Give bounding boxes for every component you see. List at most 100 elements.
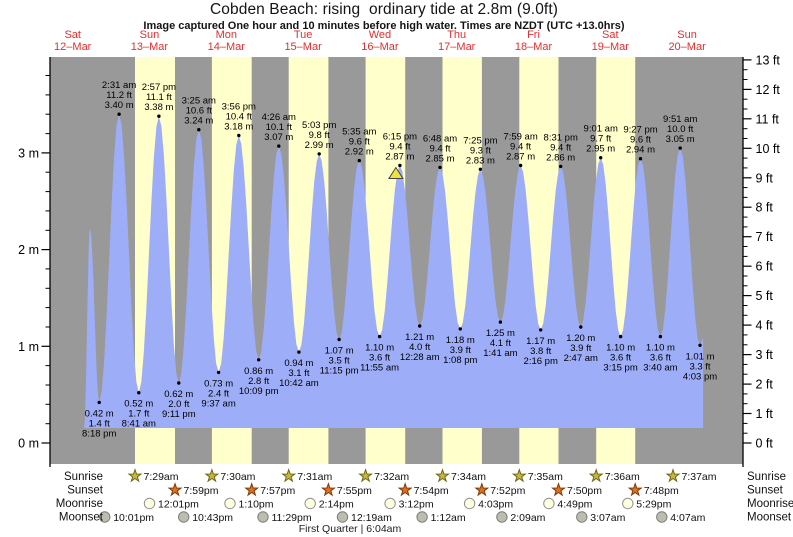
high-tide-label: 10.1 ft <box>266 122 293 133</box>
low-tide-label: 1.01 m <box>685 351 714 362</box>
high-tide-label: 3.07 m <box>264 132 293 143</box>
low-tide-label: 3:40 am <box>643 363 677 374</box>
axis-tick-label: 11 ft <box>756 112 780 126</box>
sunrise-icon <box>358 468 373 483</box>
moonrise-icon <box>463 497 476 510</box>
sunset-time: 7:48pm <box>644 485 679 497</box>
sunrise-time: 7:31am <box>297 471 332 483</box>
low-tide-label: 1.21 m <box>405 332 434 343</box>
current-tide-marker <box>387 166 404 179</box>
moonrise-icon <box>143 497 156 510</box>
tide-curve-area <box>84 114 704 429</box>
day-label: Thu <box>447 29 466 41</box>
day-date-label: 15–Mar <box>284 41 322 53</box>
astro-rows-layer: 7:29am 7:30am 7:31am 7:32am 7:34am 7:35am 7:36… <box>99 468 717 524</box>
sunset-icon <box>474 482 490 497</box>
axis-tick-label: 4 ft <box>756 319 774 333</box>
high-tide-label: 8:31 pm <box>544 132 578 143</box>
moonrise-row-label-right: Moonrise <box>747 498 793 510</box>
moonset-icon <box>257 511 269 523</box>
sunrise-time: 7:37am <box>682 471 717 483</box>
low-tide-label: 8:18 pm <box>82 428 116 439</box>
moonset-icon <box>336 511 349 523</box>
low-tide-label: 3.9 ft <box>450 345 471 356</box>
low-tide-dot <box>257 358 261 362</box>
high-tide-dot <box>317 152 321 156</box>
high-tide-label: 10.6 ft <box>186 106 213 117</box>
moonset-time: 10:01pm <box>113 512 154 524</box>
high-tide-label: 11.2 ft <box>106 90 132 101</box>
low-tide-label: 8:41 am <box>122 419 156 430</box>
sunrise-row-label-left: Sunrise <box>64 471 103 483</box>
low-tide-label: 3.8 ft <box>530 346 551 357</box>
moonset-time: 2:09am <box>510 512 545 524</box>
low-tide-label: 11:15 pm <box>320 366 359 377</box>
high-tide-label: 5:03 pm <box>302 120 336 131</box>
moonset-icon <box>416 511 428 523</box>
low-tide-label: 1.10 m <box>646 343 675 354</box>
high-tide-label: 4:26 am <box>262 112 296 123</box>
low-tide-label: 3.1 ft <box>288 368 309 379</box>
moonrise-time: 3:12pm <box>399 498 434 510</box>
sunset-icon <box>320 482 336 497</box>
high-tide-label: 2.85 m <box>425 153 454 164</box>
low-tide-label: 0.52 m <box>124 399 153 410</box>
low-tide-label: 1.7 ft <box>128 409 149 420</box>
low-tide-label: 10:09 pm <box>239 386 279 397</box>
sunset-icon <box>397 482 413 497</box>
sunrise-time: 7:36am <box>605 471 640 483</box>
low-tide-label: 1:41 am <box>483 348 517 359</box>
low-tide-dot <box>216 370 221 375</box>
low-tide-dot <box>137 391 141 395</box>
low-tide-label: 1.07 m <box>325 346 354 357</box>
moonset-time: 3:07am <box>590 512 625 524</box>
high-tide-dot <box>398 163 402 168</box>
moonset-time: 10:43pm <box>192 512 233 524</box>
day-date-label: 12–Mar <box>54 41 92 53</box>
moonrise-time: 12:01pm <box>158 498 199 510</box>
axis-tick-label: 0 m <box>18 437 39 451</box>
axis-tick-label: 6 ft <box>756 260 774 274</box>
low-tide-label: 2.0 ft <box>168 399 189 410</box>
high-tide-label: 9.6 ft <box>630 135 651 146</box>
low-tide-label: 1.17 m <box>526 336 555 347</box>
high-tide-label: 7:25 pm <box>463 135 497 146</box>
tide-curve-layer <box>84 114 704 429</box>
sunset-time: 7:52pm <box>490 485 525 497</box>
moonset-time: 11:29pm <box>272 512 312 524</box>
low-tide-dot <box>377 334 382 339</box>
low-tide-dot <box>539 328 543 332</box>
axis-tick-label: 9 ft <box>756 171 774 185</box>
high-tide-label: 6:48 am <box>423 133 457 144</box>
high-tide-dot <box>277 144 281 148</box>
low-tide-label: 0.42 m <box>85 408 114 419</box>
low-tide-label: 3:15 pm <box>603 363 637 374</box>
high-tide-label: 9:27 pm <box>623 125 657 136</box>
moonset-icon <box>576 511 588 523</box>
moonset-icon <box>496 511 508 523</box>
axis-tick-label: 1 m <box>18 340 39 354</box>
day-label: Tue <box>294 29 313 41</box>
moonrise-icon <box>622 497 634 510</box>
day-date-label: 19–Mar <box>592 41 630 53</box>
low-tide-label: 0.94 m <box>284 358 313 369</box>
high-tide-label: 9.4 ft <box>510 142 531 153</box>
day-label: Sat <box>64 29 81 41</box>
low-tide-label: 3.6 ft <box>369 353 390 364</box>
sunrise-icon <box>511 468 527 483</box>
day-label: Sun <box>677 29 697 41</box>
low-tide-label: 10:42 am <box>279 378 319 389</box>
sunset-icon <box>167 482 183 497</box>
high-tide-label: 3.05 m <box>666 134 695 145</box>
moonset-icon <box>178 511 190 523</box>
high-tide-dot <box>157 114 161 118</box>
day-label: Fri <box>527 29 540 41</box>
low-tide-dot <box>658 334 663 339</box>
low-tide-label: 3.9 ft <box>570 343 591 354</box>
sunrise-icon <box>665 468 681 483</box>
sunrise-row-label-right: Sunrise <box>747 471 786 483</box>
sunrise-time: 7:35am <box>528 471 563 483</box>
high-tide-label: 2:57 pm <box>142 82 176 93</box>
moonset-icon <box>656 511 668 523</box>
moonrise-time: 5:29pm <box>636 498 671 510</box>
